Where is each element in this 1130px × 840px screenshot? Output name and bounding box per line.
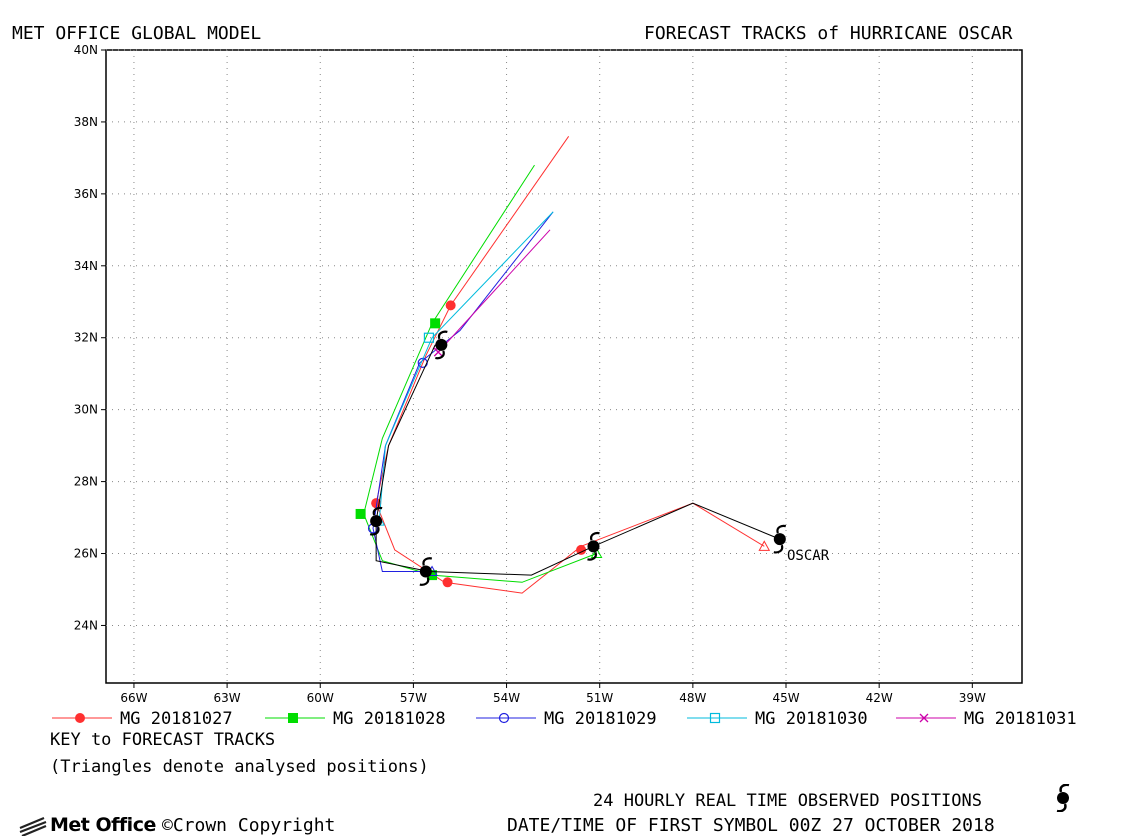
storm-label: OSCAR — [787, 548, 830, 564]
x-tick-label: 39W — [959, 691, 986, 705]
observed-label: 24 HOURLY REAL TIME OBSERVED POSITIONS — [593, 791, 982, 811]
track-marker-square — [288, 713, 298, 723]
track-marker-open-square — [709, 712, 721, 724]
legend-swatch — [476, 712, 536, 724]
x-tick-label: 54W — [493, 691, 520, 705]
chart-title: FORECAST TRACKS of HURRICANE OSCAR — [644, 23, 1013, 44]
forecast-track-line — [378, 211, 554, 522]
legend-swatch — [896, 713, 956, 723]
hurricane-symbol-core — [587, 540, 600, 553]
hurricane-symbol-icon — [435, 330, 448, 360]
legend-swatch — [265, 713, 325, 723]
hurricane-symbol-arm — [590, 531, 600, 541]
hurricane-symbol-arm — [437, 330, 448, 340]
hurricane-symbol-icon — [773, 524, 787, 554]
hurricane-symbol-core — [435, 338, 448, 351]
hurricane-symbol-core — [370, 515, 383, 528]
met-office-logo-icon — [19, 816, 47, 836]
x-tick-label: 45W — [772, 691, 799, 705]
hurricane-symbol-core — [419, 565, 432, 578]
x-tick-label: 48W — [679, 691, 706, 705]
analysed-position-triangle — [758, 540, 771, 551]
legend-label: MG 20181031 — [964, 709, 1077, 729]
forecast-tracks — [355, 136, 771, 594]
hurricane-symbol-arm — [422, 557, 433, 566]
hurricane-symbol-core — [773, 533, 786, 546]
legend-swatch — [687, 712, 747, 724]
x-tick-label: 57W — [400, 691, 427, 705]
model-title: MET OFFICE GLOBAL MODEL — [12, 23, 262, 44]
legend-swatch — [52, 713, 112, 723]
track-marker-square — [355, 508, 366, 519]
legend-label: MG 20181027 — [120, 709, 233, 729]
y-tick-label: 24N — [74, 618, 98, 632]
analysed-position-triangle — [590, 547, 603, 559]
legend-label: MG 20181028 — [333, 709, 446, 729]
track-marker-circle — [75, 713, 85, 723]
hurricane-symbol-arm — [776, 524, 787, 534]
y-tick-label: 34N — [74, 259, 98, 273]
y-tick-label: 32N — [74, 331, 98, 345]
map-frame — [105, 49, 1023, 684]
y-tick-label: 28N — [74, 475, 98, 489]
y-tick-label: 38N — [74, 115, 98, 129]
hurricane-symbol-arm — [587, 551, 597, 561]
y-tick-label: 40N — [74, 43, 98, 57]
x-tick-label: 66W — [120, 691, 147, 705]
first-symbol-date: DATE/TIME OF FIRST SYMBOL 00Z 27 OCTOBER… — [507, 815, 995, 836]
observed-track-line — [375, 344, 780, 576]
x-tick-label: 63W — [214, 691, 241, 705]
x-tick-label: 51W — [586, 691, 613, 705]
axis-ticks: 66W 63W 60W 57W 54W 51W 48W 45W 42W 39W 24N 26N 28N 3… — [74, 43, 986, 705]
y-tick-label: 30N — [74, 403, 98, 417]
hurricane-symbol-icon — [587, 531, 600, 561]
key-note: (Triangles denote analysed positions) — [50, 757, 429, 777]
track-marker-circle — [442, 577, 453, 588]
x-tick-label: 42W — [866, 691, 893, 705]
legend-label: MG 20181030 — [755, 709, 868, 729]
observed-track — [369, 330, 787, 586]
track-marker-cross — [919, 713, 929, 723]
hurricane-symbol-icon — [369, 506, 383, 536]
x-tick-label: 60W — [307, 691, 334, 705]
y-tick-label: 26N — [74, 547, 98, 561]
hurricane-symbol-arm — [372, 506, 383, 516]
forecast-track-line — [375, 136, 765, 594]
met-office-brand: Met Office — [50, 814, 156, 836]
track-marker-circle — [576, 544, 587, 555]
key-title: KEY to FORECAST TRACKS — [50, 730, 276, 750]
track-marker-circle — [445, 300, 456, 311]
forecast-track-line — [437, 229, 551, 353]
hurricane-symbol-arm — [773, 544, 784, 554]
hurricane-symbol-icon — [419, 557, 433, 586]
track-marker-open-square — [423, 332, 435, 343]
copyright: ©Crown Copyright — [162, 815, 336, 836]
forecast-track-line — [363, 164, 597, 583]
hurricane-symbol-icon — [1056, 784, 1070, 812]
hurricane-symbol-arm — [419, 577, 430, 586]
track-marker-open-circle — [498, 712, 510, 724]
track-marker-square — [430, 318, 441, 329]
hurricane-symbol-arm — [435, 350, 445, 360]
y-tick-label: 36N — [74, 187, 98, 201]
grid-lines — [106, 49, 1022, 683]
hurricane-symbol-arm — [369, 526, 380, 536]
legend-label: MG 20181029 — [544, 709, 657, 729]
